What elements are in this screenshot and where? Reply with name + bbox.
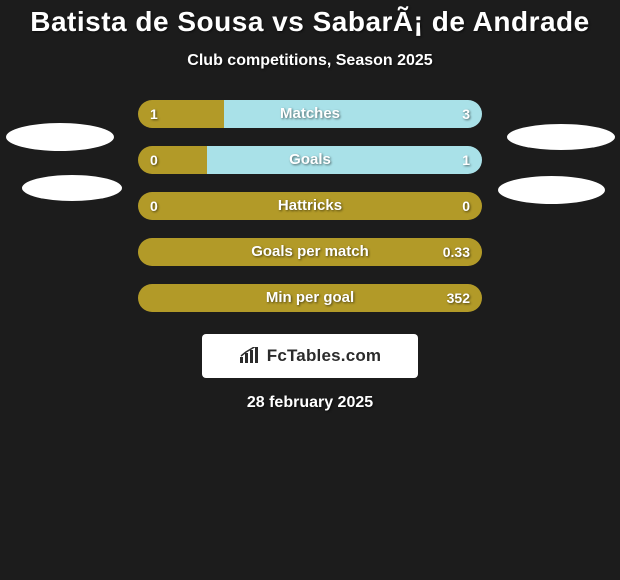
bar-fill-left: [138, 284, 482, 312]
stat-row: Matches13: [0, 100, 620, 128]
stat-bar: Min per goal352: [138, 284, 482, 312]
placeholder-oval: [498, 176, 605, 204]
bar-fill-left: [138, 146, 207, 174]
placeholder-oval: [507, 124, 615, 150]
stat-bar: Hattricks00: [138, 192, 482, 220]
bar-chart-icon: [239, 347, 261, 365]
bar-fill-left: [138, 238, 482, 266]
stat-row: Goals01: [0, 146, 620, 174]
stat-bar: Matches13: [138, 100, 482, 128]
bar-fill-left: [138, 192, 482, 220]
logo-text: FcTables.com: [267, 346, 382, 366]
date-text: 28 february 2025: [0, 394, 620, 412]
comparison-card: Batista de Sousa vs SabarÃ¡ de Andrade C…: [0, 0, 620, 580]
bar-fill-right: [224, 100, 482, 128]
stat-row: Min per goal352: [0, 284, 620, 312]
page-title: Batista de Sousa vs SabarÃ¡ de Andrade: [0, 6, 620, 38]
bar-fill-left: [138, 100, 224, 128]
logo-box: FcTables.com: [202, 334, 418, 378]
stat-bar: Goals per match0.33: [138, 238, 482, 266]
placeholder-oval: [22, 175, 122, 201]
bar-fill-right: [207, 146, 482, 174]
placeholder-oval: [6, 123, 114, 151]
stat-row: Goals per match0.33: [0, 238, 620, 266]
stat-bar: Goals01: [138, 146, 482, 174]
subtitle: Club competitions, Season 2025: [0, 52, 620, 70]
